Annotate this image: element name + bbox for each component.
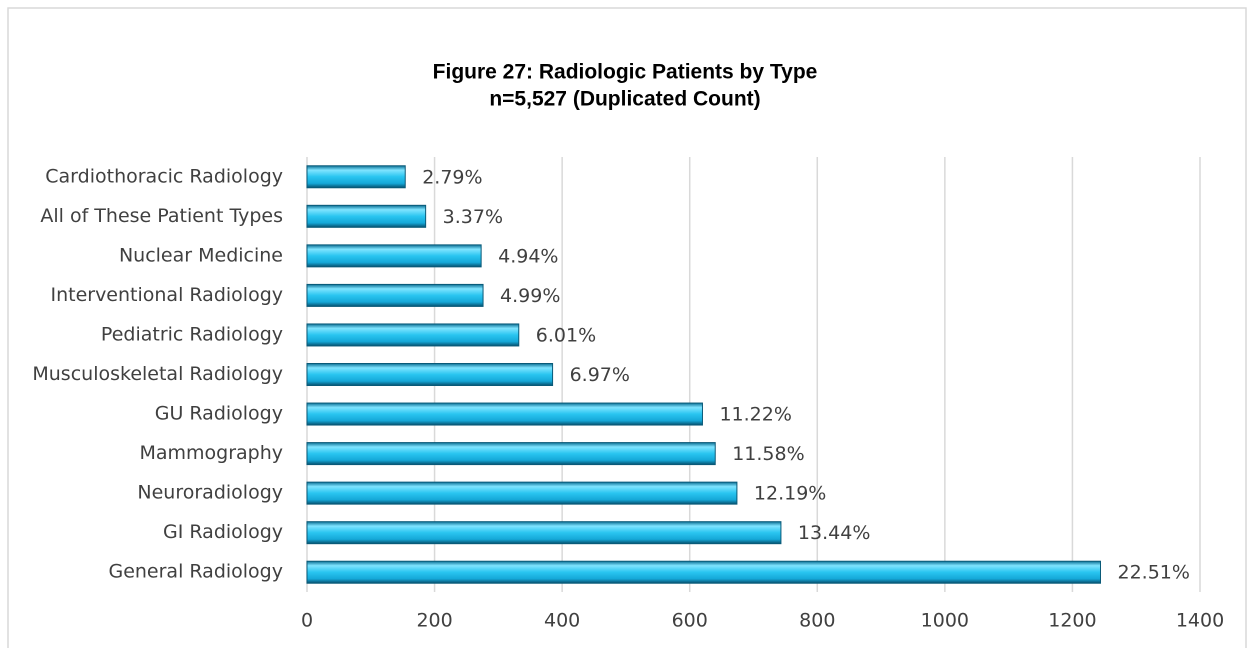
y-tick-label: General Radiology bbox=[108, 561, 283, 583]
y-tick-label: Mammography bbox=[139, 442, 283, 464]
bar bbox=[306, 363, 554, 386]
chart-frame bbox=[7, 7, 1247, 648]
bar bbox=[306, 560, 1101, 584]
data-label: 4.94% bbox=[498, 245, 558, 267]
chart-subtitle: n=5,527 (Duplicated Count) bbox=[489, 88, 760, 111]
y-tick-label: Pediatric Radiology bbox=[101, 323, 283, 345]
data-label: 2.79% bbox=[422, 166, 482, 188]
y-tick-label: Nuclear Medicine bbox=[119, 244, 283, 266]
data-label: 13.44% bbox=[798, 522, 870, 544]
x-tick-label: 1200 bbox=[1048, 610, 1096, 632]
data-label: 12.19% bbox=[754, 483, 826, 505]
x-tick-label: 400 bbox=[544, 610, 580, 632]
bar bbox=[306, 323, 520, 347]
bar bbox=[306, 283, 484, 307]
data-label: 4.99% bbox=[500, 285, 560, 307]
y-tick-label: GU Radiology bbox=[155, 403, 283, 425]
bar bbox=[306, 204, 427, 228]
bar bbox=[306, 481, 738, 505]
y-tick-label: Interventional Radiology bbox=[50, 284, 283, 306]
bar bbox=[306, 402, 703, 426]
x-tick-label: 800 bbox=[799, 610, 835, 632]
data-label: 6.97% bbox=[570, 364, 630, 386]
y-tick-label: Cardiothoracic Radiology bbox=[45, 165, 283, 187]
chart-title: Figure 27: Radiologic Patients by Type bbox=[433, 61, 818, 84]
y-tick-label: GI Radiology bbox=[163, 521, 283, 543]
data-label: 22.51% bbox=[1117, 562, 1189, 584]
data-label: 11.58% bbox=[732, 443, 804, 465]
y-tick-label: Musculoskeletal Radiology bbox=[32, 363, 283, 385]
data-label: 3.37% bbox=[443, 206, 503, 228]
bar bbox=[306, 442, 716, 466]
x-tick-label: 600 bbox=[672, 610, 708, 632]
x-tick-label: 1400 bbox=[1176, 610, 1224, 632]
data-label: 6.01% bbox=[536, 324, 596, 346]
y-tick-label: Neuroradiology bbox=[137, 482, 283, 504]
data-label: 11.22% bbox=[719, 404, 791, 426]
bar bbox=[306, 521, 782, 545]
bar bbox=[306, 244, 482, 268]
y-tick-label: All of These Patient Types bbox=[40, 205, 283, 227]
x-tick-label: 200 bbox=[416, 610, 452, 632]
x-tick-label: 0 bbox=[301, 610, 313, 632]
x-tick-label: 1000 bbox=[921, 610, 969, 632]
bar bbox=[306, 165, 406, 189]
